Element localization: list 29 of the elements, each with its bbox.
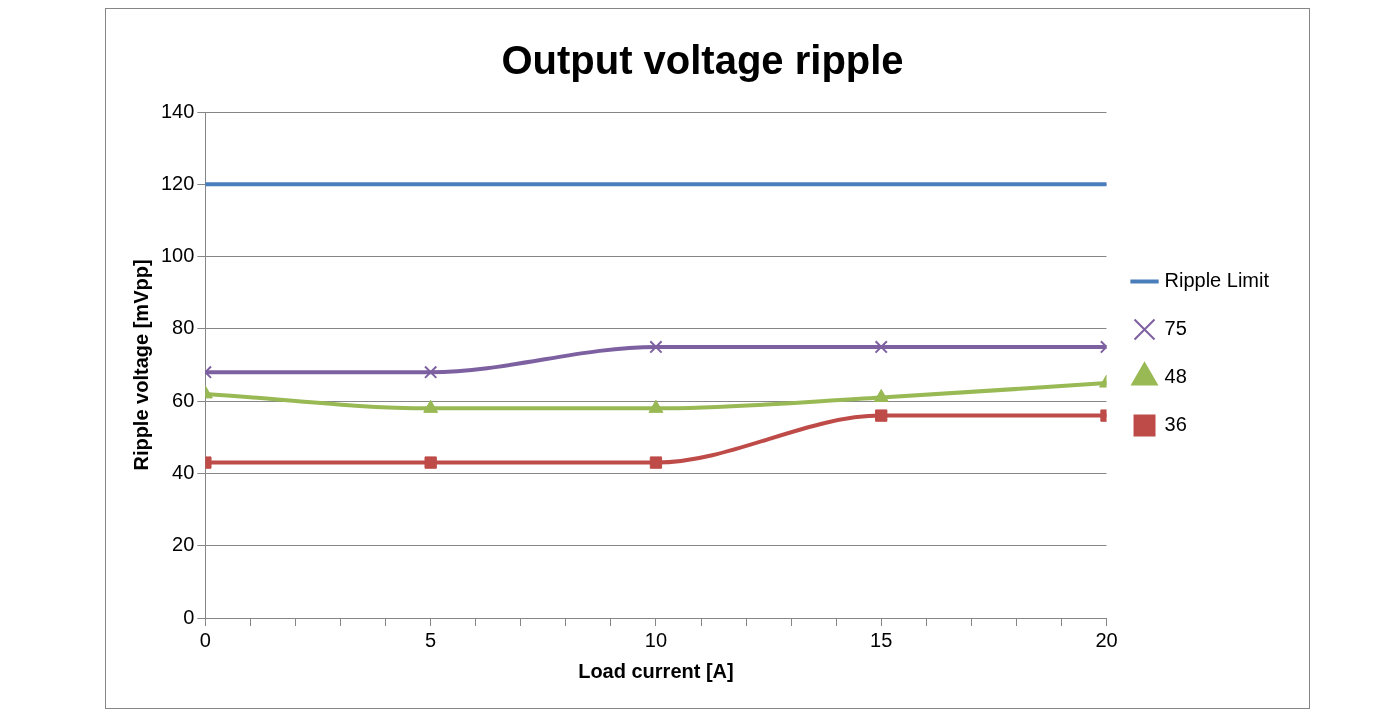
point bbox=[875, 409, 888, 422]
legend-label: 48 bbox=[1164, 365, 1187, 388]
x-tick-label: 0 bbox=[199, 628, 211, 651]
x-tick-label: 20 bbox=[1095, 628, 1118, 651]
y-tick-label: 140 bbox=[160, 99, 195, 122]
point bbox=[873, 389, 889, 403]
point bbox=[648, 399, 664, 413]
chart-title: Output voltage ripple bbox=[501, 38, 904, 83]
y-tick-label: 80 bbox=[172, 316, 195, 339]
y-tick-label: 60 bbox=[172, 388, 195, 411]
x-tick-label: 10 bbox=[644, 628, 668, 651]
y-tick-label: 100 bbox=[160, 244, 195, 267]
point bbox=[874, 340, 888, 354]
legend-label: 75 bbox=[1164, 317, 1187, 340]
point bbox=[649, 340, 663, 354]
y-axis-title: Ripple voltage [mVpp] bbox=[129, 259, 152, 471]
x-tick-label: 15 bbox=[870, 628, 893, 651]
point bbox=[649, 456, 663, 469]
point bbox=[424, 365, 438, 379]
y-tick-label: 20 bbox=[172, 533, 195, 556]
x-tick-label: 5 bbox=[425, 628, 437, 651]
legend-label: 36 bbox=[1164, 413, 1187, 436]
y-tick-label: 0 bbox=[183, 605, 195, 628]
y-tick-label: 120 bbox=[160, 171, 195, 194]
legend-label: Ripple Limit bbox=[1164, 269, 1270, 292]
x-axis-title: Load current [A] bbox=[578, 659, 734, 682]
point bbox=[424, 456, 437, 469]
y-tick-label: 40 bbox=[172, 460, 195, 483]
point bbox=[423, 399, 439, 413]
